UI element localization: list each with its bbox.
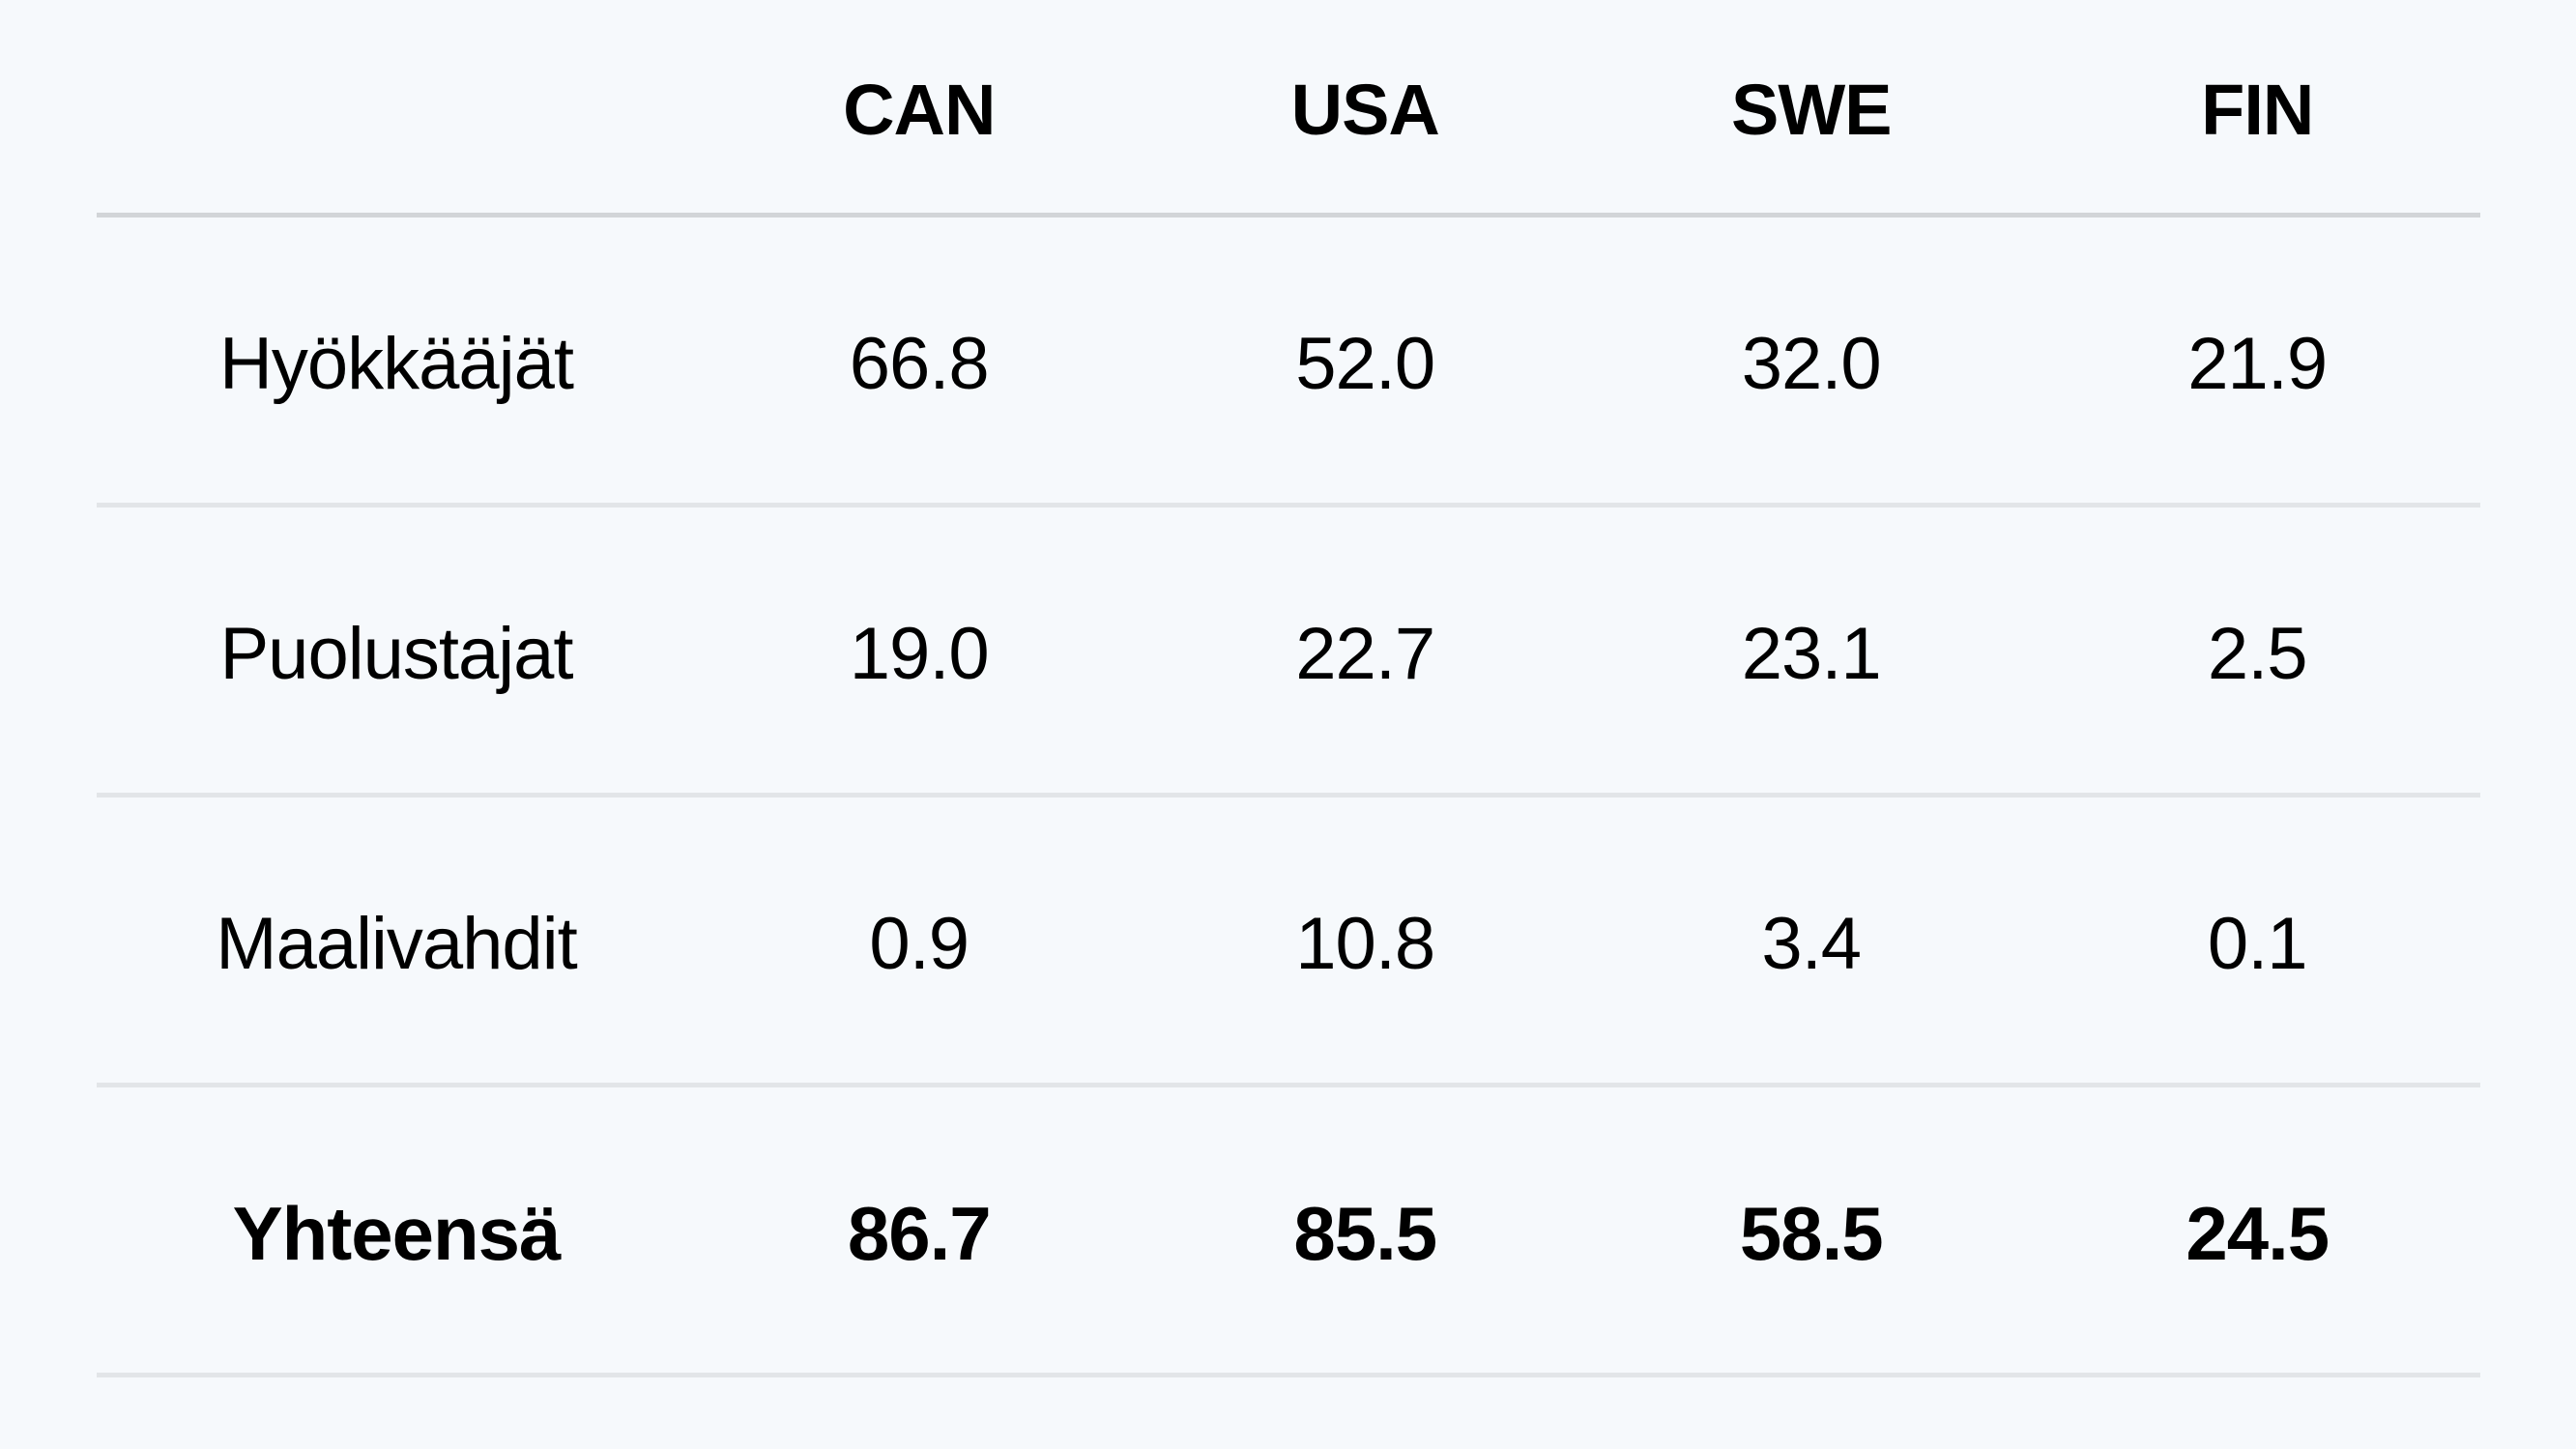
table-cell: 10.8 <box>1142 795 1588 1087</box>
table-cell: 32.0 <box>1588 215 2035 507</box>
stats-table: CAN USA SWE FIN Hyökkääjät 66.8 52.0 32.… <box>97 0 2480 1377</box>
table-cell: 66.8 <box>696 215 1143 507</box>
row-label: Puolustajat <box>97 505 696 797</box>
table-cell: 19.0 <box>696 505 1143 797</box>
column-header-fin: FIN <box>2034 0 2480 217</box>
table-cell: 0.9 <box>696 795 1143 1087</box>
total-label: Yhteensä <box>97 1085 696 1377</box>
table-cell: 22.7 <box>1142 505 1588 797</box>
table-cell: 21.9 <box>2034 215 2480 507</box>
header-corner <box>97 0 696 217</box>
total-cell: 58.5 <box>1588 1085 2035 1377</box>
header-row: CAN USA SWE FIN <box>97 0 2480 217</box>
table-cell: 23.1 <box>1588 505 2035 797</box>
table-cell: 52.0 <box>1142 215 1588 507</box>
table-row: Puolustajat 19.0 22.7 23.1 2.5 <box>97 505 2480 797</box>
column-header-can: CAN <box>696 0 1143 217</box>
table-cell: 0.1 <box>2034 795 2480 1087</box>
total-cell: 86.7 <box>696 1085 1143 1377</box>
total-cell: 24.5 <box>2034 1085 2480 1377</box>
row-label: Hyökkääjät <box>97 215 696 507</box>
column-header-swe: SWE <box>1588 0 2035 217</box>
table-cell: 2.5 <box>2034 505 2480 797</box>
column-header-usa: USA <box>1142 0 1588 217</box>
total-row: Yhteensä 86.7 85.5 58.5 24.5 <box>97 1085 2480 1377</box>
table-row: Maalivahdit 0.9 10.8 3.4 0.1 <box>97 795 2480 1087</box>
table-cell: 3.4 <box>1588 795 2035 1087</box>
table-row: Hyökkääjät 66.8 52.0 32.0 21.9 <box>97 215 2480 507</box>
row-label: Maalivahdit <box>97 795 696 1087</box>
total-cell: 85.5 <box>1142 1085 1588 1377</box>
